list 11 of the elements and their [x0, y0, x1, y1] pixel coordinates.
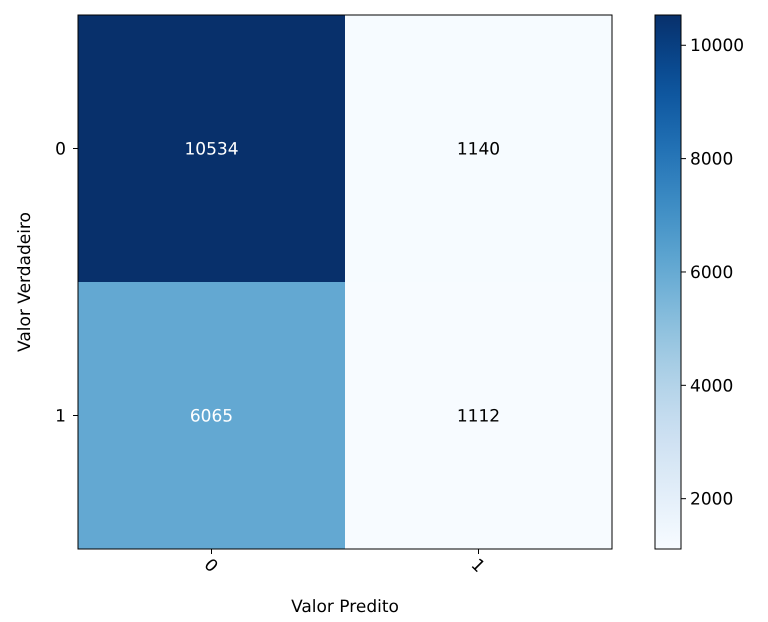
- color-bar-label: 8000: [690, 150, 734, 170]
- data-label: 6065: [190, 406, 234, 426]
- color-bar-label: 2000: [690, 490, 734, 510]
- data-label: 1112: [456, 406, 500, 426]
- color-bar-label: 6000: [690, 262, 734, 283]
- x-axis-title: Valor Predito: [291, 597, 399, 617]
- data-label: 1140: [456, 139, 500, 160]
- color-bar-label: 4000: [690, 376, 734, 396]
- color-bar-label: 10000: [690, 36, 744, 56]
- y-axis-title: Valor Verdadeiro: [15, 212, 35, 352]
- data-label: 10534: [184, 139, 239, 160]
